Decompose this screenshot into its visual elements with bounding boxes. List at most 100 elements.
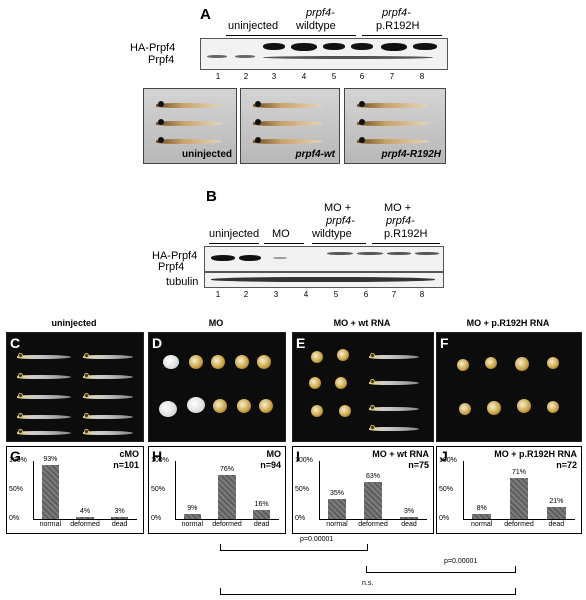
panel-b-letter: B	[206, 188, 217, 205]
lane-number: 5	[333, 290, 339, 299]
lane-number: 5	[331, 72, 337, 81]
group-label-mo-plus: MO +	[324, 202, 352, 214]
bar-normal	[183, 513, 201, 519]
bar-normal	[472, 514, 491, 519]
category-label: dead	[548, 521, 565, 528]
band-label-ha-prpf4: HA-Prpf4	[130, 42, 176, 54]
x-axis	[175, 519, 279, 520]
group-label-wildtype: wildtype	[296, 20, 336, 32]
group-label-mo: MO	[272, 228, 290, 240]
data-label: 4%	[79, 507, 91, 515]
bar-chart-g: G cMO n=101 100% 50% 0% 93% normal 4% deformed 3…	[6, 446, 144, 534]
y-tick-label: 0%	[9, 515, 20, 522]
larvae-photo-d: D	[148, 332, 286, 442]
photo-title: uninjected	[51, 318, 97, 328]
band-label-ha-prpf4: HA-Prpf4	[152, 250, 198, 262]
photo-caption: prpf4-wt	[295, 149, 335, 160]
western-blot-a	[200, 38, 448, 70]
data-label: 21%	[549, 497, 564, 505]
category-label: normal	[39, 521, 62, 528]
group-line	[372, 243, 440, 244]
group-line	[312, 243, 366, 244]
larvae-photo-f: F	[436, 332, 582, 442]
bar-deformed	[364, 482, 382, 519]
lane-number: 7	[391, 290, 397, 299]
category-label: normal	[181, 521, 204, 528]
bar-normal	[328, 498, 346, 519]
y-tick-label: 100%	[295, 457, 313, 464]
lane-number: 6	[363, 290, 369, 299]
bar-deformed	[218, 474, 236, 519]
data-label: 35%	[329, 489, 344, 497]
chart-letter: J	[440, 448, 448, 464]
larvae-photo-uninjected: uninjected	[143, 88, 237, 164]
category-label: normal	[326, 521, 348, 528]
photo-letter: D	[152, 335, 163, 351]
y-tick-label: 100%	[439, 457, 457, 464]
bar-normal	[41, 465, 59, 519]
group-line	[268, 35, 356, 36]
bar-dead	[253, 509, 271, 519]
stat-bracket	[220, 588, 516, 595]
category-label: deformed	[358, 521, 388, 528]
group-label-wildtype: wildtype	[312, 228, 352, 240]
bar-dead	[400, 517, 418, 519]
group-line	[264, 243, 304, 244]
lane-number: 1	[215, 290, 221, 299]
data-label: 3%	[403, 508, 415, 516]
data-label: 63%	[365, 473, 380, 481]
data-label: 9%	[187, 504, 198, 512]
band-label-prpf4: Prpf4	[158, 261, 185, 273]
lane-number: 6	[359, 72, 365, 81]
lane-number: 4	[303, 290, 309, 299]
y-tick-label: 0%	[151, 515, 162, 522]
y-tick-label: 50%	[295, 486, 310, 493]
group-line	[362, 35, 442, 36]
p-value-label: p=0.00001	[444, 558, 478, 565]
band-label-prpf4: Prpf4	[148, 54, 175, 66]
group-label-r192h: p.R192H	[384, 228, 428, 240]
category-label: deformed	[212, 521, 242, 528]
y-tick-label: 50%	[439, 486, 454, 493]
y-tick-label: 100%	[9, 457, 27, 464]
ns-label: n.s.	[362, 580, 374, 587]
chart-title: cMO n=101	[113, 449, 139, 470]
group-line	[209, 243, 259, 244]
larvae-photo-r192h: prpf4-R192H	[344, 88, 446, 164]
category-label: dead	[253, 521, 270, 528]
group-label-uninjected: uninjected	[209, 228, 260, 240]
bar-deformed	[76, 516, 94, 519]
larvae-photo-e: E	[292, 332, 434, 442]
lane-number: 2	[243, 72, 249, 81]
x-axis	[319, 519, 427, 520]
larvae-photo-wt: prpf4-wt	[240, 88, 340, 164]
y-axis	[175, 461, 176, 519]
lane-number: 3	[273, 290, 279, 299]
chart-letter: H	[152, 448, 163, 464]
x-axis	[33, 519, 137, 520]
category-label: dead	[111, 521, 128, 528]
bar-deformed	[509, 477, 529, 519]
data-label: 93%	[43, 456, 58, 464]
stat-bracket	[366, 566, 516, 573]
group-label-prpf4: prpf4-	[382, 7, 411, 19]
bar-dead	[547, 506, 566, 519]
data-label: 3%	[114, 508, 125, 516]
category-label: deformed	[70, 521, 100, 528]
group-label-mo-plus: MO +	[384, 202, 412, 214]
group-label-prpf4: prpf4-	[306, 7, 335, 19]
lane-number: 8	[419, 290, 425, 299]
y-tick-label: 50%	[9, 486, 24, 493]
larvae-photo-c: C	[6, 332, 144, 442]
y-axis	[463, 461, 464, 519]
bar-chart-h: H MO n=94 100% 50% 0% 9% normal 76% deformed 16%…	[148, 446, 286, 534]
photo-letter: F	[440, 335, 449, 351]
y-tick-label: 50%	[151, 486, 166, 493]
p-value-label: p=0.00001	[300, 536, 334, 543]
photo-title: MO + p.R192H RNA	[466, 318, 550, 328]
category-label: deformed	[504, 521, 534, 528]
y-tick-label: 100%	[151, 457, 169, 464]
photo-letter: C	[10, 335, 21, 351]
chart-title: MO + wt RNA n=75	[372, 449, 429, 470]
photo-title: MO + wt RNA	[333, 318, 391, 328]
